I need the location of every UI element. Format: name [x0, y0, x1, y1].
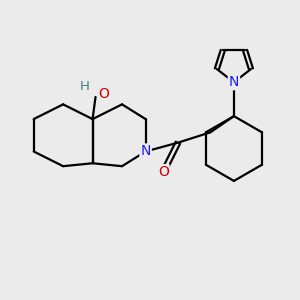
Text: N: N [229, 75, 239, 89]
Text: O: O [158, 165, 169, 179]
Text: N: N [140, 145, 151, 158]
Text: O: O [98, 87, 109, 101]
Text: H: H [80, 80, 89, 93]
